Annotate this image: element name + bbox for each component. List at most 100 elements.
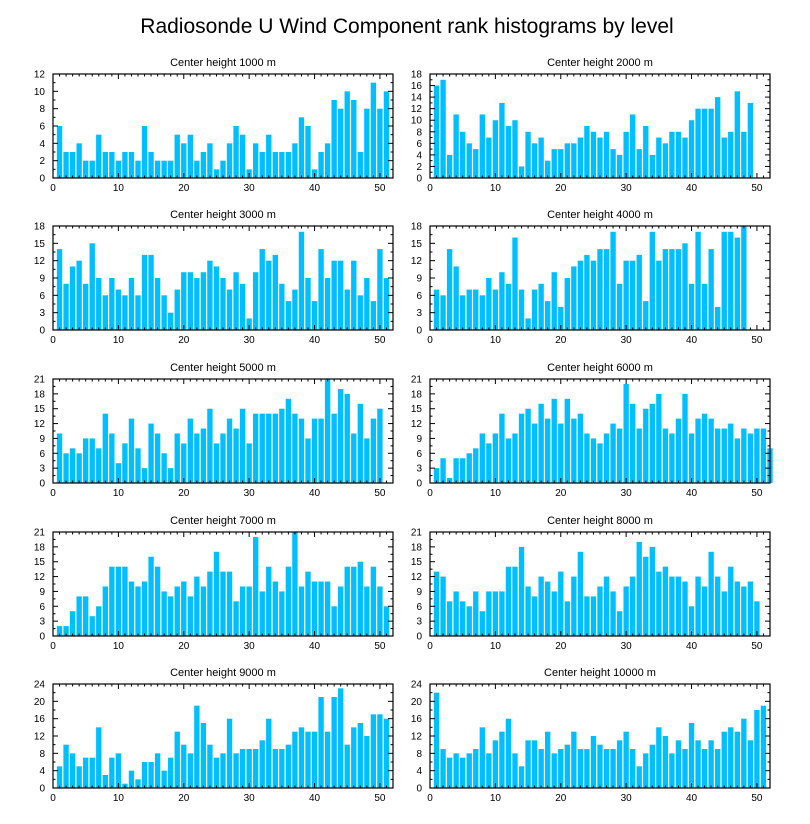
- histogram-bar: [154, 753, 161, 788]
- y-tick-label: 2: [416, 162, 422, 173]
- histogram-bar: [545, 581, 551, 636]
- histogram-bar: [213, 169, 220, 178]
- y-tick-label: 18: [34, 389, 46, 400]
- histogram-bar: [636, 149, 642, 178]
- histogram-bar: [154, 278, 161, 330]
- histogram-bar: [187, 753, 193, 788]
- histogram-bar: [590, 131, 597, 178]
- histogram-bar: [161, 160, 167, 178]
- histogram-bar: [174, 289, 180, 330]
- histogram-bar: [460, 601, 466, 636]
- histogram-bar: [331, 697, 337, 788]
- y-tick-label: 9: [39, 274, 45, 285]
- histogram-bar: [466, 753, 472, 788]
- x-tick-label: 0: [427, 488, 433, 499]
- x-tick-label: 20: [178, 183, 190, 194]
- histogram-bar: [656, 571, 662, 636]
- histogram-bar: [499, 272, 505, 330]
- histogram-bar: [630, 114, 636, 178]
- histogram-bar: [701, 413, 708, 483]
- histogram-bar: [226, 718, 233, 788]
- histogram-bar: [76, 453, 82, 483]
- y-tick-label: 0: [416, 326, 422, 337]
- histogram-bar: [96, 448, 102, 483]
- histogram-bar: [266, 413, 272, 483]
- histogram-bar: [63, 152, 69, 178]
- histogram-bar: [279, 408, 285, 483]
- histogram-bar: [545, 160, 551, 178]
- y-tick-label: 21: [411, 375, 423, 386]
- histogram-bar: [148, 152, 154, 178]
- histogram-bar: [194, 278, 200, 330]
- x-tick-label: 10: [113, 641, 125, 652]
- histogram-bar: [518, 546, 525, 636]
- histogram-bar: [616, 740, 623, 788]
- histogram-bar: [466, 453, 472, 483]
- histogram-bar: [623, 383, 629, 483]
- histogram-bar: [590, 438, 597, 483]
- histogram-bar: [597, 744, 603, 788]
- histogram-bar: [662, 736, 669, 788]
- histogram-bar: [688, 120, 695, 178]
- y-tick-label: 0: [416, 784, 422, 795]
- histogram-bar: [564, 278, 570, 330]
- histogram-bar: [266, 718, 272, 788]
- histogram-bar: [440, 295, 446, 330]
- histogram-bar: [669, 433, 675, 483]
- histogram-bar: [338, 688, 344, 788]
- histogram-bar: [525, 408, 531, 483]
- histogram-bar: [721, 137, 727, 178]
- y-tick-label: 12: [411, 419, 423, 430]
- histogram-bar: [187, 418, 193, 483]
- histogram-bar: [577, 749, 584, 788]
- x-tick-label: 30: [621, 793, 633, 804]
- histogram-bar: [571, 576, 577, 636]
- x-tick-label: 0: [50, 793, 56, 804]
- histogram-bar: [331, 260, 337, 330]
- y-tick-label: 0: [39, 326, 45, 337]
- x-tick-label: 40: [309, 793, 321, 804]
- histogram-bar: [259, 591, 265, 636]
- y-tick-label: 6: [39, 122, 45, 133]
- histogram-bar: [649, 231, 655, 330]
- histogram-bar: [253, 413, 259, 483]
- histogram-bar: [649, 546, 655, 636]
- y-tick-label: 15: [34, 239, 46, 250]
- histogram-bar: [597, 249, 603, 330]
- histogram-bar: [728, 131, 734, 178]
- histogram-bar: [200, 152, 207, 178]
- x-tick-label: 40: [309, 335, 321, 346]
- x-tick-label: 10: [490, 488, 502, 499]
- x-tick-label: 10: [113, 183, 125, 194]
- histogram-bar: [630, 260, 636, 330]
- histogram-bar: [279, 749, 285, 788]
- histogram-bar: [154, 160, 161, 178]
- histogram-bar: [344, 566, 350, 636]
- panel-title: Center height 3000 m: [170, 209, 276, 221]
- x-tick-label: 20: [178, 641, 190, 652]
- histogram-bar: [285, 398, 292, 483]
- histogram-bar: [239, 134, 246, 178]
- histogram-bar: [253, 536, 259, 636]
- histogram-bar: [377, 586, 383, 636]
- histogram-bar: [351, 260, 357, 330]
- histogram-bar: [181, 443, 187, 483]
- histogram-bar: [675, 576, 682, 636]
- histogram-bar: [460, 295, 466, 330]
- x-tick-label: 0: [427, 335, 433, 346]
- histogram-bar: [357, 561, 363, 636]
- histogram-bar: [207, 744, 213, 788]
- histogram-bar: [734, 581, 740, 636]
- panel-title: Center height 4000 m: [547, 209, 653, 221]
- histogram-bar: [141, 126, 148, 178]
- chart-panel-7: Center height 7000 m 0 10 20 30 40 50 0 3 6 9 12 15 1…: [34, 515, 394, 652]
- histogram-bar: [754, 428, 760, 483]
- histogram-bar: [318, 581, 324, 636]
- histogram-bar: [433, 692, 440, 788]
- histogram-bar: [226, 571, 233, 636]
- histogram-bar: [695, 231, 701, 330]
- x-tick-label: 40: [309, 183, 321, 194]
- histogram-bar: [187, 134, 193, 178]
- histogram-bar: [643, 301, 649, 330]
- histogram-bar: [551, 272, 557, 330]
